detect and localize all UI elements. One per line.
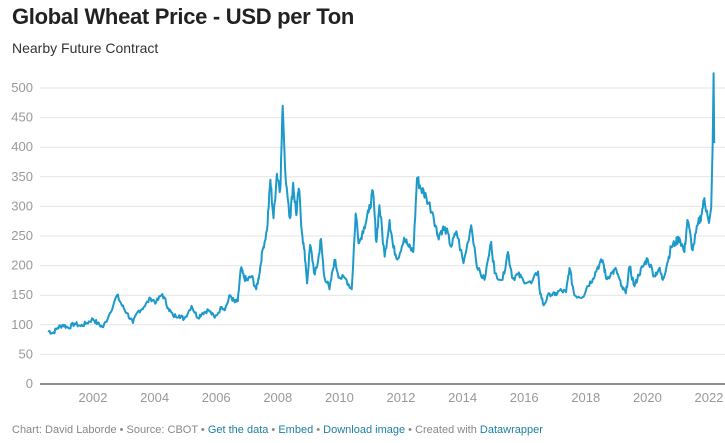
footer: Chart: David Laborde • Source: CBOT • Ge…	[12, 424, 543, 436]
x-tick-label: 2004	[140, 390, 169, 405]
x-axis-ticks: 2002 2004 2006 2008 2010 2012 2014 2016 2018 2020…	[79, 390, 724, 405]
y-tick-label: 100	[11, 317, 33, 332]
y-axis-ticks: 0 50 100 150 200 250 300 350 400 450 500	[11, 80, 33, 391]
x-tick-label: 2008	[263, 390, 292, 405]
chart-subtitle: Nearby Future Contract	[12, 40, 159, 56]
separator: •	[268, 424, 279, 436]
separator: •	[197, 424, 208, 436]
y-tick-label: 500	[11, 80, 33, 95]
y-tick-label: 300	[11, 198, 33, 213]
embed-link[interactable]: Embed	[278, 424, 314, 436]
x-tick-label: 2006	[202, 390, 231, 405]
source-credit: Source: CBOT	[126, 424, 198, 436]
separator: •	[405, 424, 416, 436]
x-tick-label: 2022	[695, 390, 724, 405]
x-tick-label: 2002	[79, 390, 108, 405]
get-data-link[interactable]: Get the data	[207, 424, 269, 436]
y-tick-label: 200	[11, 258, 33, 273]
y-tick-label: 350	[11, 169, 33, 184]
x-tick-label: 2010	[325, 390, 354, 405]
gridlines	[40, 87, 725, 355]
chart-credit: Chart: David Laborde	[12, 424, 117, 436]
separator: •	[313, 424, 324, 436]
y-tick-label: 0	[26, 376, 33, 391]
y-tick-label: 450	[11, 110, 33, 125]
x-tick-label: 2018	[571, 390, 600, 405]
y-tick-label: 50	[19, 346, 33, 361]
x-tick-label: 2014	[448, 390, 477, 405]
x-tick-label: 2012	[387, 390, 416, 405]
separator: •	[116, 424, 127, 436]
x-tick-label: 2016	[510, 390, 539, 405]
x-tick-label: 2020	[633, 390, 662, 405]
created-with-label: Created with	[415, 424, 477, 436]
y-tick-label: 250	[11, 228, 33, 243]
download-image-link[interactable]: Download image	[323, 424, 406, 436]
y-tick-label: 400	[11, 139, 33, 154]
series-line-wheat-price	[47, 72, 716, 335]
datawrapper-link[interactable]: Datawrapper	[479, 424, 543, 436]
chart-title: Global Wheat Price - USD per Ton	[12, 4, 355, 29]
y-tick-label: 150	[11, 287, 33, 302]
